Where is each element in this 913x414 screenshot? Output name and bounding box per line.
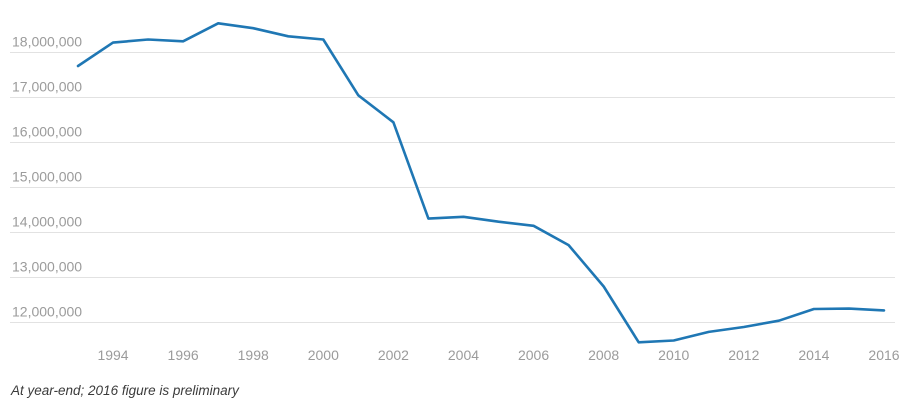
chart-canvas: 18,000,000 17,000,000 16,000,000 15,000,000… — [10, 21, 900, 363]
x-axis-label: 2002 — [378, 347, 409, 363]
y-axis-label: 16,000,000 — [12, 124, 82, 140]
x-axis-label: 2004 — [448, 347, 479, 363]
x-axis-label: 2012 — [728, 347, 759, 363]
x-axis-label: 1996 — [168, 347, 199, 363]
y-axis-label: 15,000,000 — [12, 169, 82, 185]
y-axis-label: 14,000,000 — [12, 214, 82, 230]
data-line-series — [76, 21, 886, 344]
x-axis-label: 2016 — [868, 347, 899, 363]
x-axis-label: 1994 — [97, 347, 128, 363]
y-axis-label: 13,000,000 — [12, 259, 82, 275]
x-axis-label: 2000 — [308, 347, 339, 363]
x-axis-label: 2008 — [588, 347, 619, 363]
x-axis-label: 2014 — [798, 347, 829, 363]
y-axis-label: 12,000,000 — [12, 304, 82, 320]
y-axis-label: 17,000,000 — [12, 79, 82, 95]
x-axis-label: 2006 — [518, 347, 549, 363]
chart-footnote: At year-end; 2016 figure is preliminary — [11, 383, 239, 398]
y-axis-label: 18,000,000 — [12, 34, 82, 50]
x-axis-label: 1998 — [238, 347, 269, 363]
x-axis-label: 2010 — [658, 347, 689, 363]
